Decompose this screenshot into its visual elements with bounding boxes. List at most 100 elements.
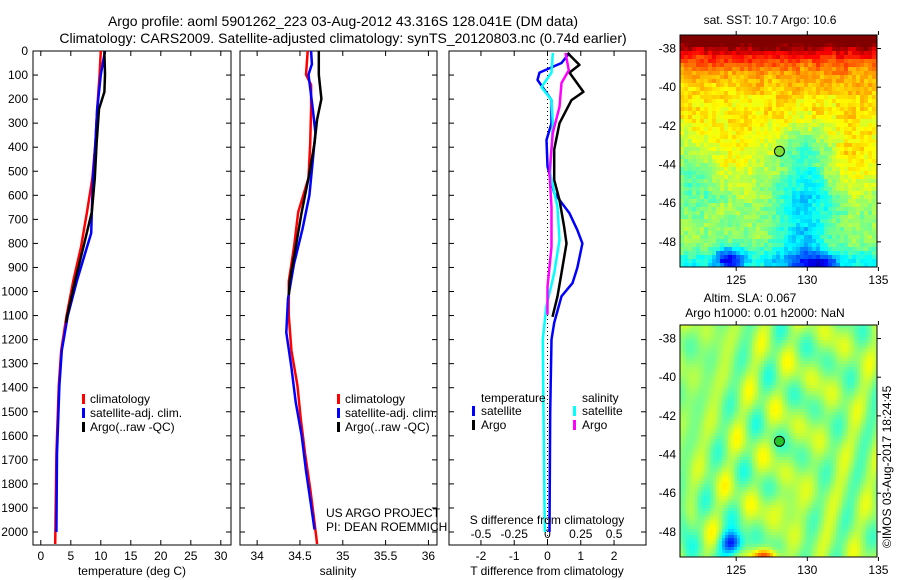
legend-label: satellite-adj. clim. (90, 406, 182, 420)
legend-label: Argo(..raw -QC) (345, 420, 430, 434)
imos-timestamp: ©IMOS 03-Aug-2017 18:24:45 (880, 385, 894, 548)
legend-swatch-satellite (337, 408, 340, 418)
series-line-s-argo (546, 52, 571, 315)
x-tick-label: 35 (336, 549, 350, 563)
temperature-axis-label: temperature (deg C) (78, 564, 186, 578)
sla-map-title-line1: Altim. SLA: 0.067 (704, 291, 797, 305)
legend-label: satellite-adj. clim. (345, 406, 437, 420)
legend-swatch-climatology (337, 394, 340, 404)
argo-float-location-marker (773, 145, 785, 157)
secondary-x-tick-label: 0.25 (569, 527, 593, 541)
x-tick-label: 10 (94, 549, 108, 563)
legend-group-title: salinity (582, 391, 619, 405)
secondary-x-tick-label: -0.5 (471, 527, 492, 541)
legend-label: satellite (481, 404, 522, 418)
latitude-tick-label: -46 (659, 486, 677, 500)
sst-map-title: sat. SST: 10.7 Argo: 10.6 (704, 13, 837, 27)
sla-map-axes: 125 130 135 -38 -40 -42 -44 -46 -48 (659, 321, 889, 577)
latitude-tick-label: -42 (659, 119, 677, 133)
x-tick-label: 2 (611, 549, 618, 563)
t-difference-axis-label: T difference from climatology (470, 564, 624, 578)
difference-legend: temperature satellite Argo salinity sate… (472, 391, 623, 432)
series-line-argo-raw-qc (287, 51, 323, 296)
latitude-tick-label: -38 (659, 42, 677, 56)
map-frame (679, 324, 878, 558)
legend-swatch-s-satellite (573, 406, 576, 416)
legend-label: Argo (582, 418, 608, 432)
x-tick-label: 36 (422, 549, 436, 563)
legend-swatch-argo (337, 422, 340, 432)
legend-swatch-climatology (82, 394, 85, 404)
salinity-legend: climatology satellite-adj. clim. Argo(..… (337, 392, 437, 434)
longitude-tick-label: 125 (726, 273, 746, 287)
latitude-tick-label: -40 (659, 80, 677, 94)
temperature-legend: climatology satellite-adj. clim. Argo(..… (82, 392, 182, 434)
figure-title-line1: Argo profile: aoml 5901262_223 03-Aug-20… (108, 13, 578, 29)
axes-frame (32, 50, 232, 546)
longitude-tick-label: 130 (797, 273, 817, 287)
depth-tick-label: 1400 (1, 381, 28, 395)
series-line-climatology (53, 50, 103, 545)
depth-tick-label: 1900 (1, 501, 28, 515)
secondary-x-tick-label: -0.25 (501, 527, 529, 541)
x-tick-label: 35.5 (374, 549, 398, 563)
latitude-tick-label: -44 (659, 448, 677, 462)
x-tick-label: 0 (544, 549, 551, 563)
depth-tick-label: 0 (21, 44, 28, 58)
latitude-tick-label: -46 (659, 196, 677, 210)
depth-tick-label: 300 (8, 116, 28, 130)
s-difference-axis-label: S difference from climatology (470, 513, 625, 527)
legend-label: climatology (345, 392, 405, 406)
x-tick-label: -2 (476, 549, 487, 563)
x-tick-label: 5 (67, 549, 74, 563)
longitude-tick-label: 125 (726, 563, 746, 577)
legend-label: Argo(..raw -QC) (90, 420, 175, 434)
x-tick-label: 1 (577, 549, 584, 563)
depth-tick-label: 600 (8, 188, 28, 202)
depth-tick-label: 1000 (1, 285, 28, 299)
x-tick-label: -1 (509, 549, 520, 563)
x-tick-label: 0 (37, 549, 44, 563)
latitude-tick-label: -42 (659, 409, 677, 423)
legend-swatch-t-satellite (472, 406, 475, 416)
legend-swatch-s-argo (573, 420, 576, 430)
series-line-climatology (287, 50, 319, 545)
depth-tick-label: 1600 (1, 429, 28, 443)
depth-tick-label: 1100 (2, 309, 28, 323)
pi-credit: PI: DEAN ROEMMICH (326, 520, 447, 534)
depth-tick-label: 400 (8, 140, 28, 154)
legend-swatch-argo (82, 422, 85, 432)
x-tick-label: 25 (184, 549, 198, 563)
longitude-tick-label: 130 (797, 563, 817, 577)
series-line-s-satellite (540, 52, 561, 533)
sst-map-axes: 125 130 135 -38 -40 -42 -44 -46 -48 (659, 31, 889, 287)
depth-tick-label: 200 (8, 92, 28, 106)
depth-tick-label: 1200 (1, 333, 28, 347)
x-tick-label: 20 (154, 549, 168, 563)
series-line-t-argo (551, 52, 585, 318)
difference-panel: -2 -1 0 1 2 -0.5 -0.25 0 0.25 0.5 (448, 50, 647, 563)
depth-tick-label: 1300 (1, 357, 28, 371)
depth-tick-label: 900 (8, 260, 28, 274)
latitude-tick-label: -48 (659, 525, 677, 539)
series-line-t-satellite (536, 52, 584, 533)
depth-tick-label: 1800 (1, 477, 28, 491)
depth-tick-label: 1700 (1, 453, 28, 467)
argo-float-location-marker (773, 435, 785, 447)
axes-frame (239, 50, 438, 546)
latitude-tick-label: -38 (659, 332, 677, 346)
legend-swatch-satellite (82, 408, 85, 418)
longitude-tick-label: 135 (868, 273, 888, 287)
latitude-tick-label: -44 (659, 158, 677, 172)
x-tick-label: 15 (124, 549, 138, 563)
depth-tick-label: 500 (8, 164, 28, 178)
series-line-satellite-adj-clim (55, 50, 107, 533)
longitude-tick-label: 135 (868, 563, 888, 577)
legend-group-title: temperature (481, 391, 546, 405)
salinity-axis-label: salinity (320, 564, 357, 578)
legend-label: climatology (90, 392, 150, 406)
depth-tick-label: 1500 (1, 405, 28, 419)
map-frame (679, 34, 878, 268)
